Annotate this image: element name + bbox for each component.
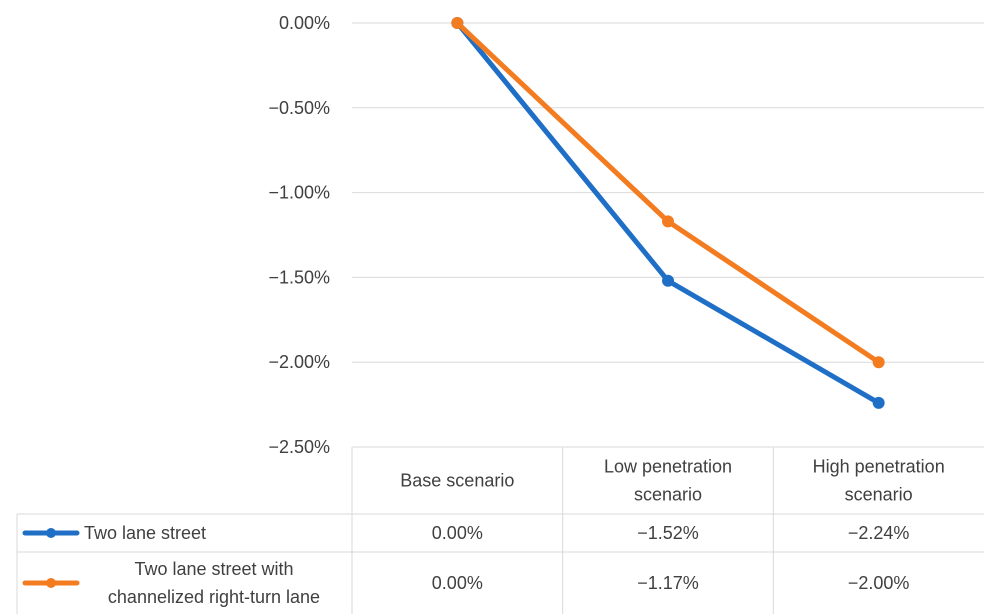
series-name-label: Two lane street with channelized right-tu…	[108, 559, 320, 607]
data-point	[872, 396, 885, 409]
y-tick-label: −1.00%	[268, 183, 330, 203]
category-header-line: High penetration	[813, 457, 945, 477]
table-value-cell: 0.00%	[432, 523, 483, 543]
y-tick-label: −2.50%	[268, 437, 330, 457]
y-tick-label: −0.50%	[268, 98, 330, 118]
table-value-cell: 0.00%	[432, 573, 483, 593]
legend-key-marker	[46, 528, 56, 538]
category-header: Base scenario	[400, 471, 514, 491]
legend-key-marker	[46, 578, 56, 588]
data-point	[662, 274, 674, 287]
category-header-line: Low penetration	[604, 457, 732, 477]
series-name-label: Two lane street	[84, 523, 206, 543]
table-value-cell: −2.24%	[848, 523, 910, 543]
y-tick-label: 0.00%	[279, 13, 330, 33]
category-header: Low penetration scenario	[604, 457, 732, 505]
data-point	[872, 356, 885, 369]
data-point	[451, 17, 464, 29]
series-name-label-line: channelized right-turn lane	[108, 587, 320, 607]
data-point	[662, 215, 674, 228]
legend-key	[22, 528, 80, 538]
table-value-cell: −1.52%	[637, 523, 699, 543]
plot-series	[451, 17, 885, 409]
y-tick-label: −1.50%	[268, 267, 330, 287]
gridlines	[352, 22, 984, 448]
category-header-line: scenario	[845, 485, 913, 505]
legend-key	[22, 578, 80, 588]
table-value-cell: −2.00%	[848, 573, 910, 593]
category-header-line: Base scenario	[400, 471, 514, 491]
category-header: High penetration scenario	[813, 457, 945, 505]
table-value-cell: −1.17%	[637, 573, 699, 593]
y-axis-tick-labels: 0.00% −0.50% −1.00% −1.50% −2.00% −2.50%	[268, 13, 330, 457]
category-header-line: scenario	[634, 485, 702, 505]
y-tick-label: −2.00%	[268, 352, 330, 372]
series-name-label-line: Two lane street with	[134, 559, 293, 579]
